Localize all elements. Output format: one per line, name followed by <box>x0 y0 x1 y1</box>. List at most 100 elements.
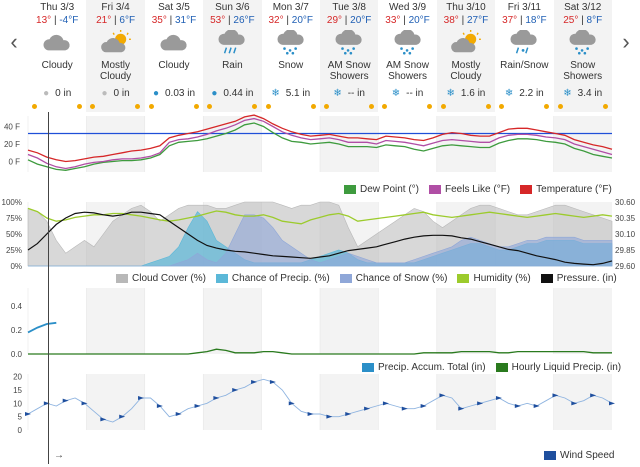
sunset-icon <box>485 104 491 109</box>
wind-direction-arrow <box>269 380 276 384</box>
low-temp: 20°F <box>408 15 430 26</box>
wind-direction-arrow <box>307 412 314 416</box>
day-column[interactable]: Thu 3/3 13° | -4°F Cloudy ● 0 in <box>28 0 86 112</box>
day-name: Mon 3/7 <box>272 2 309 13</box>
sun-times <box>378 104 436 110</box>
day-band <box>203 288 262 354</box>
wind-direction-arrow <box>175 412 182 416</box>
day-column[interactable]: Fri 3/4 21° | 6°F Mostly Cloudy ● 0 in <box>86 0 145 112</box>
day-column[interactable]: Sat 3/5 35° | 31°F Cloudy ● 0.03 in <box>145 0 203 112</box>
wind-direction-arrow <box>364 406 371 411</box>
day-band <box>320 116 379 172</box>
day-column[interactable]: Mon 3/7 32° | 20°F Snow ❄ 5.1 in <box>262 0 320 112</box>
legend-chance-snow[interactable]: Chance of Snow (%) <box>339 273 447 284</box>
current-time-marker[interactable] <box>48 112 49 464</box>
precip-value: 0.03 in <box>164 88 196 99</box>
day-column[interactable]: Tue 3/8 29° | 20°F AM Snow Showers ❄ -- in <box>319 0 379 112</box>
legend-hourly-liquid[interactable]: Hourly Liquid Precip. (in) <box>495 362 622 373</box>
precip-amount: ❄ -- in <box>320 88 378 99</box>
humidity-swatch <box>457 274 470 283</box>
day-band <box>436 288 496 354</box>
condition-text: AM Snow Showers <box>386 60 429 82</box>
legend-cloud-cover[interactable]: Cloud Cover (%) <box>116 273 206 284</box>
temp-y-tick: 0 F <box>8 158 20 167</box>
legend-dew-point[interactable]: Dew Point (°) <box>344 184 419 195</box>
temp-y-tick: 40 F <box>4 123 20 132</box>
legend-precip-accum-label: Precip. Accum. Total (in) <box>378 362 486 373</box>
legend-chance-precip[interactable]: Chance of Precip. (%) <box>215 273 330 284</box>
legend-pressure-label: Pressure. (in) <box>556 273 617 284</box>
high-temp: 38° <box>443 15 459 26</box>
condition-text: Cloudy <box>41 60 73 71</box>
pressure-y-tick: 30.10 <box>615 230 636 239</box>
high-temp: 21° <box>96 15 112 26</box>
legend-temperature[interactable]: Temperature (°F) <box>520 184 612 195</box>
sky-y-tick: 75% <box>6 214 22 223</box>
wind-direction-arrow <box>194 404 201 408</box>
day-band <box>553 374 612 430</box>
wind-direction-arrow <box>514 404 521 408</box>
sun-times <box>145 104 203 110</box>
sunset-icon <box>368 104 374 109</box>
day-band <box>203 116 262 172</box>
sunrise-icon <box>499 104 505 109</box>
day-name: Sun 3/6 <box>215 2 250 13</box>
legend-pressure[interactable]: Pressure. (in) <box>540 273 617 284</box>
precip-value: -- in <box>406 88 424 99</box>
sunset-icon <box>427 104 433 109</box>
day-column[interactable]: Fri 3/11 37° | 18°F Rain/Snow ❄ 2.2 in <box>495 0 553 112</box>
legend-hourly-liquid-label: Hourly Liquid Precip. (in) <box>511 362 622 373</box>
day-temps: 37° | 18°F <box>502 15 547 26</box>
day-column[interactable]: Wed 3/9 33° | 20°F AM Snow Showers ❄ -- in <box>378 0 436 112</box>
chance-precip-swatch <box>215 274 228 283</box>
day-name: Sat 3/5 <box>158 2 190 13</box>
pressure-y-tick: 29.85 <box>615 246 636 255</box>
snowflake-icon: ❄ <box>271 88 280 99</box>
sun-times <box>203 104 261 110</box>
sunset-icon <box>252 104 258 109</box>
wind-direction-arrow <box>382 401 389 406</box>
prev-days-button[interactable]: ‹ <box>10 29 18 54</box>
day-name: Fri 3/4 <box>101 2 130 13</box>
cloud-cover-swatch <box>116 274 128 283</box>
sun-times <box>320 104 378 110</box>
wind-direction-arrow <box>25 412 31 416</box>
sky-y-tick: 25% <box>6 246 22 255</box>
sunrise-icon <box>557 104 563 109</box>
wind-direction-arrow <box>495 396 502 400</box>
daily-forecast-strip: Thu 3/3 13° | -4°F Cloudy ● 0 in Fri 3/4 21° |… <box>28 0 612 112</box>
precip-amount: ● 0.44 in <box>203 88 261 99</box>
snowflake-icon: ❄ <box>391 88 401 99</box>
dew-point-swatch <box>344 185 356 194</box>
wind-y-tick: 15 <box>13 386 22 395</box>
snowflake-icon: ❄ <box>333 88 342 99</box>
wind-direction-arrow <box>251 380 258 384</box>
next-days-button[interactable]: › <box>622 29 630 54</box>
dew_point-line <box>27 122 613 171</box>
day-column[interactable]: Thu 3/10 38° | 27°F Mostly Cloudy ❄ 1.6 in <box>436 0 496 112</box>
legend-precip-accum[interactable]: Precip. Accum. Total (in) <box>362 362 486 373</box>
wind-speed-line <box>27 378 613 423</box>
precip-amount: ❄ -- in <box>378 88 436 99</box>
precip-y-tick: 0.0 <box>11 350 23 359</box>
legend-humidity[interactable]: Humidity (%) <box>457 273 531 284</box>
legend-cloud-cover-label: Cloud Cover (%) <box>132 273 206 284</box>
rain-icon <box>218 30 245 54</box>
sky-y-tick: 0% <box>10 262 22 271</box>
legend-feels-like-label: Feels Like (°F) <box>445 184 511 195</box>
day-column[interactable]: Sat 3/12 25° | 8°F Snow Showers ❄ 3.4 in <box>553 0 612 112</box>
precip-value: 2.2 in <box>519 88 544 99</box>
low-temp: 27°F <box>466 15 489 26</box>
day-column[interactable]: Sun 3/6 53° | 26°F Rain ● 0.44 in <box>203 0 262 112</box>
scroll-right-arrow[interactable]: → <box>54 450 64 461</box>
high-temp: 25° <box>563 15 579 26</box>
precip-amount: ● 0 in <box>86 88 144 99</box>
precipitation-legend: Precip. Accum. Total (in) Hourly Liquid … <box>362 362 621 373</box>
wind-direction-arrow <box>213 396 220 400</box>
sun-times <box>262 104 320 110</box>
day-name: Thu 3/10 <box>446 2 486 13</box>
legend-wind-speed[interactable]: Wind Speed <box>544 450 614 461</box>
sunset-icon <box>310 104 316 109</box>
drop-icon: ● <box>211 88 218 99</box>
legend-feels-like[interactable]: Feels Like (°F) <box>429 184 510 195</box>
